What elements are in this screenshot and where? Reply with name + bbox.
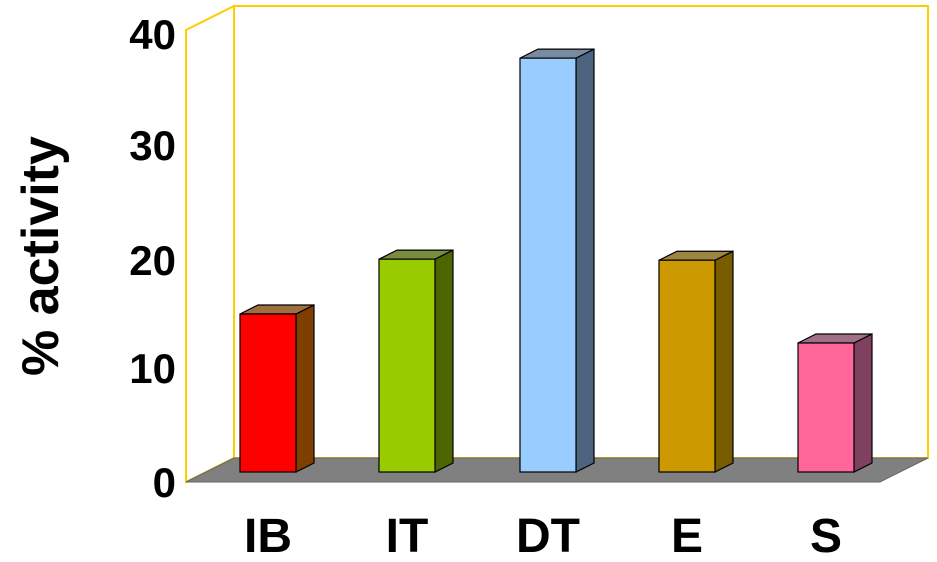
y-axis-label: % activity [12,136,70,376]
bar-front [239,313,297,473]
x-tick-label: IT [386,510,429,562]
y-tick-label: 10 [129,345,176,392]
y-tick-label: 20 [129,237,176,284]
bar-front [378,258,436,473]
bar-side [575,48,595,473]
y-tick-label: 40 [129,11,176,58]
x-tick-label: S [810,510,842,562]
side-wall [185,4,235,484]
y-axis-ticks: 0 10 20 30 40 [129,11,176,506]
y-tick-label: 0 [153,459,176,506]
y-tick-label: 30 [129,122,176,169]
bar-side [295,304,315,473]
bar-front [797,342,855,473]
bar-front [519,57,577,473]
bar [519,48,595,473]
bar-side [434,249,454,473]
x-tick-label: E [671,510,703,562]
bar [658,250,734,473]
bar-side [714,250,734,473]
bar [378,249,454,473]
bar-front [658,259,716,473]
x-axis-labels: IB IT DT E S [244,510,842,562]
x-tick-label: IB [244,510,292,562]
x-tick-label: DT [516,510,580,562]
bars [239,48,873,473]
bar [797,333,873,473]
bar-side [853,333,873,473]
bar [239,304,315,473]
